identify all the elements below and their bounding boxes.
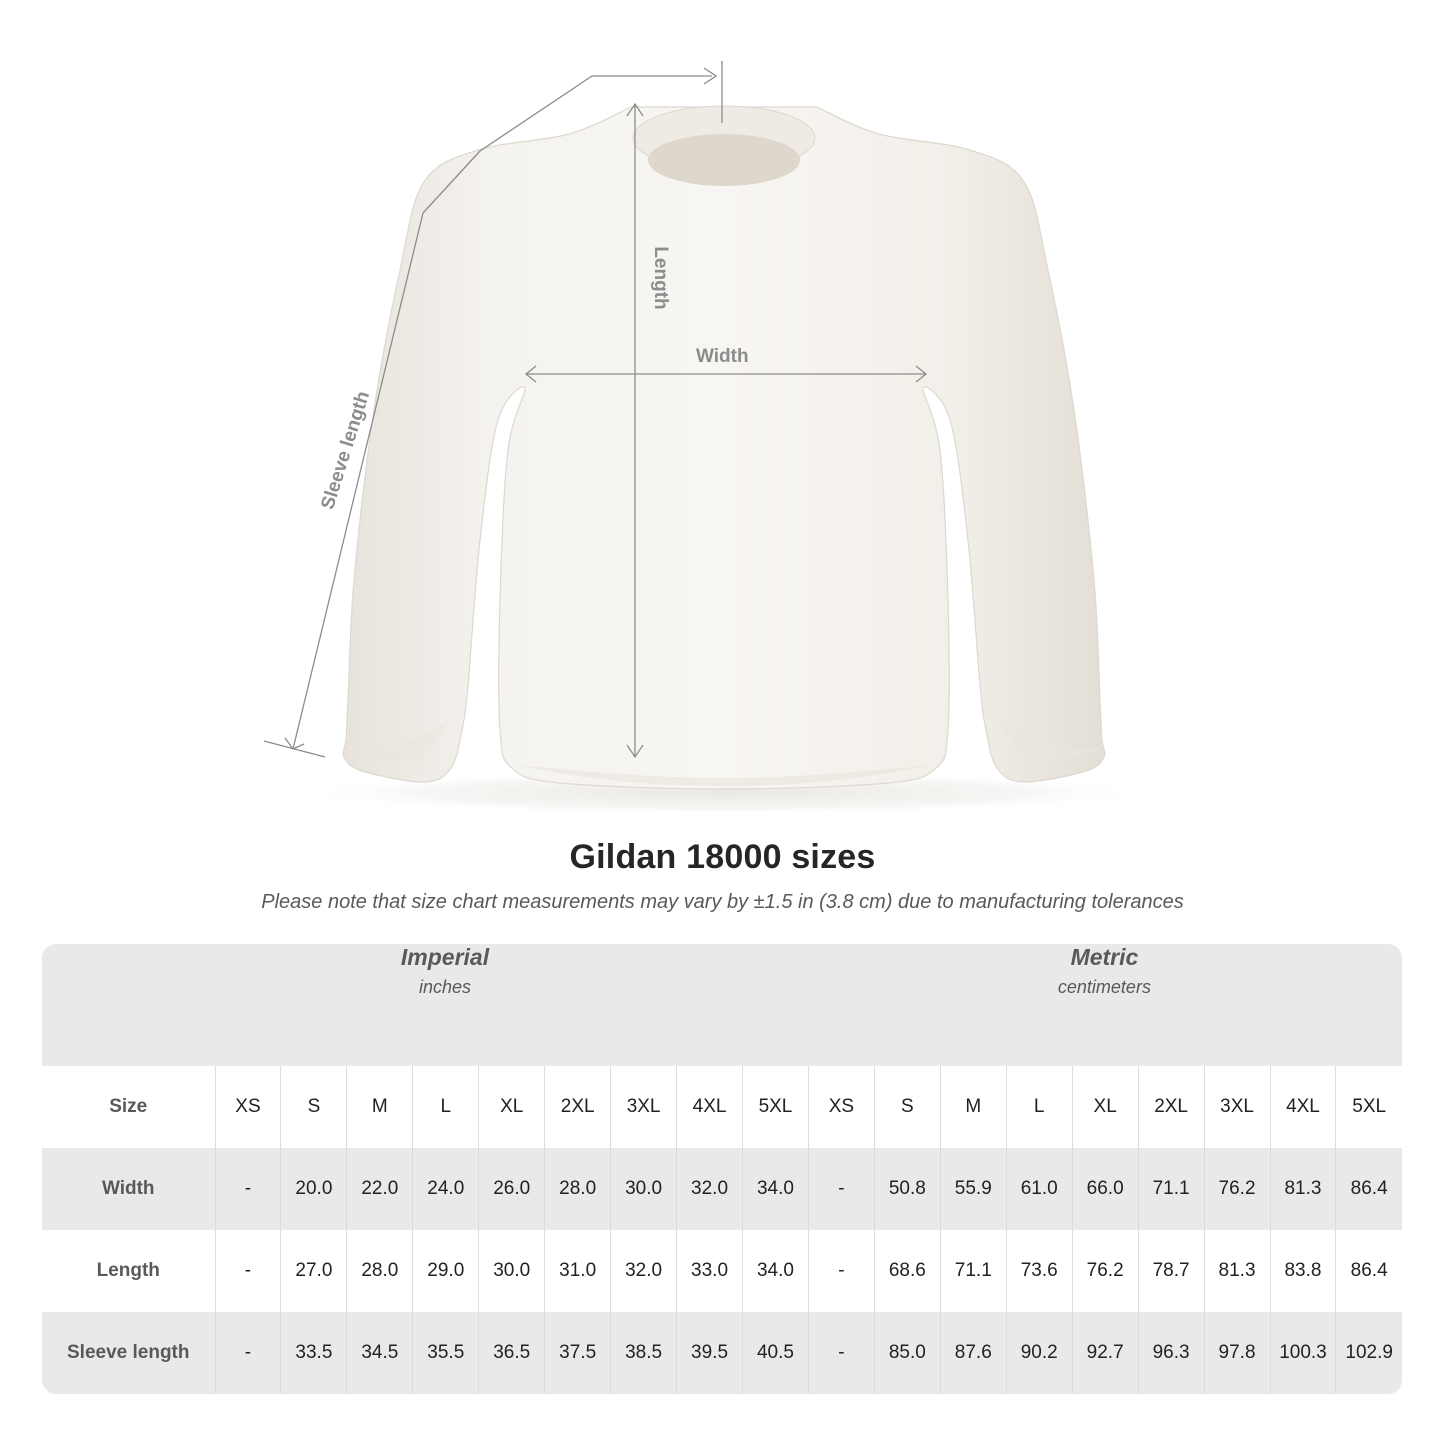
svg-text:Length: Length (650, 246, 671, 309)
svg-text:Width: Width (696, 346, 749, 367)
